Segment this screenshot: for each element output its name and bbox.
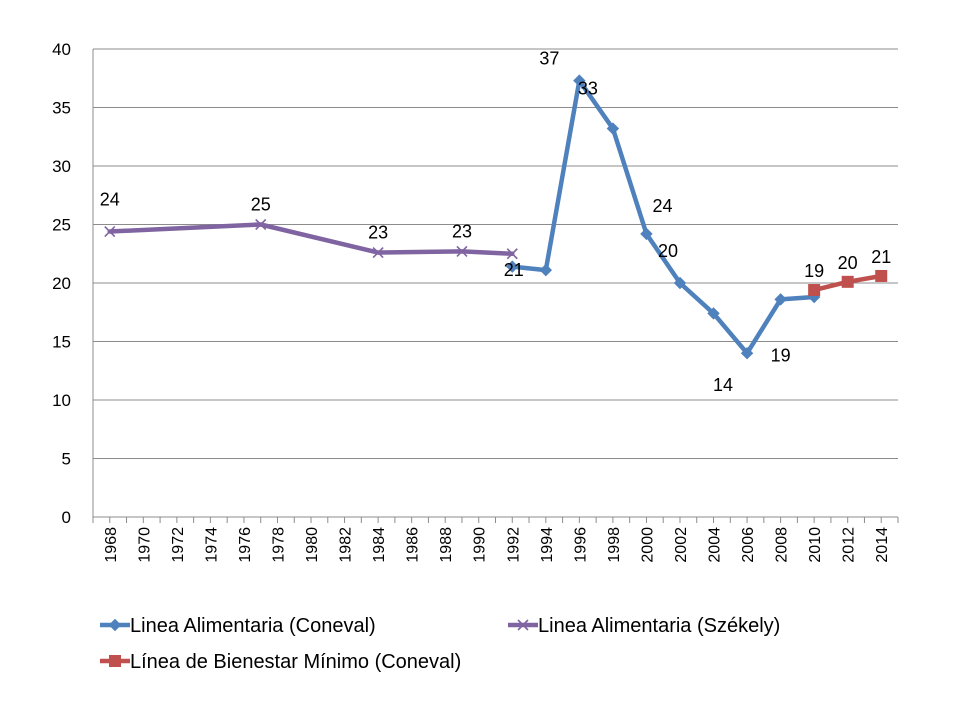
y-tick-label: 40 (52, 40, 71, 59)
x-tick-label: 1990 (472, 527, 489, 563)
x-tick-label: 1984 (371, 527, 388, 563)
x-tick-label: 1998 (606, 527, 623, 563)
x-marker (372, 247, 384, 259)
x-tick-label: 2000 (639, 527, 656, 563)
diamond-marker (740, 346, 754, 360)
data-label: 33 (578, 79, 598, 99)
data-label: 21 (871, 247, 891, 267)
x-marker (506, 248, 518, 260)
y-tick-label: 35 (52, 99, 71, 118)
x-tick-label: 2004 (707, 527, 724, 563)
legend-item: Línea de Bienestar Mínimo (Coneval) (100, 651, 461, 673)
x-marker (517, 619, 529, 631)
x-tick-label: 1988 (438, 527, 455, 563)
data-label: 24 (100, 190, 120, 210)
data-label: 25 (251, 195, 271, 215)
x-tick-label: 2012 (841, 527, 858, 563)
diamond-marker (707, 307, 720, 320)
data-label: 37 (539, 49, 559, 69)
data-label: 23 (452, 221, 472, 241)
y-tick-label: 20 (52, 274, 71, 293)
y-tick-label: 10 (52, 391, 71, 410)
x-tick-label: 2006 (740, 527, 757, 563)
x-tick-label: 2010 (807, 527, 824, 563)
square-marker (841, 275, 854, 288)
x-tick-label: 1986 (405, 527, 422, 563)
legend-item: Linea Alimentaria (Székely) (508, 615, 780, 637)
data-label: 14 (713, 375, 733, 395)
diamond-marker (539, 263, 553, 277)
y-tick-label: 0 (62, 508, 71, 527)
data-labels: 21 37 33 24 20 14 19 24 25 23 23 19 20 21 (100, 49, 891, 396)
y-tick-label: 25 (52, 216, 71, 235)
x-tick-label: 2014 (874, 527, 891, 563)
legend: Linea Alimentaria (Coneval) Linea Aliment… (100, 615, 780, 673)
data-label: 20 (838, 253, 858, 273)
x-tick-label: 1980 (304, 527, 321, 563)
diamond-marker (108, 618, 122, 632)
data-label: 20 (658, 241, 678, 261)
square-marker (875, 269, 888, 282)
legend-item: Linea Alimentaria (Coneval) (100, 615, 376, 637)
data-label: 23 (368, 223, 388, 243)
data-label: 24 (652, 196, 672, 216)
x-tick-label: 1972 (170, 527, 187, 563)
x-tick-label: 1982 (338, 527, 355, 563)
legend-label: Linea Alimentaria (Székely) (538, 615, 780, 637)
diamond-marker (673, 276, 687, 290)
x-tick-label: 1968 (103, 527, 120, 563)
diamond-marker (573, 74, 586, 87)
y-tick-label: 5 (62, 450, 71, 469)
data-label: 21 (504, 260, 524, 280)
x-marker (456, 245, 468, 257)
y-tick-label: 15 (52, 333, 71, 352)
x-tick-label: 1976 (237, 527, 254, 563)
x-marker (104, 225, 116, 238)
axes: 0 5 10 15 20 25 30 35 40 1968 1970 1972 1974 1976 1978… (52, 40, 899, 563)
x-marker (255, 218, 267, 231)
x-tick-label: 1992 (505, 527, 522, 563)
x-tick-label: 1996 (572, 527, 589, 563)
series-line (510, 78, 817, 356)
x-tick-label: 1970 (136, 527, 153, 563)
series-1 (104, 218, 518, 260)
series-2 (808, 269, 888, 297)
data-label: 19 (771, 345, 791, 365)
diamond-marker (640, 227, 653, 241)
legend-label: Línea de Bienestar Mínimo (Coneval) (130, 651, 461, 673)
gridlines (93, 48, 898, 518)
square-marker (808, 284, 821, 297)
x-tick-label: 2008 (774, 527, 791, 563)
x-tick-label: 1974 (203, 527, 220, 563)
x-tick-label: 2002 (673, 527, 690, 563)
legend-label: Linea Alimentaria (Coneval) (130, 615, 376, 637)
x-tick-label: 1994 (539, 527, 556, 563)
series-0 (506, 74, 821, 360)
diamond-marker (606, 122, 620, 135)
diamond-marker (506, 260, 519, 273)
y-tick-label: 30 (52, 157, 71, 176)
x-tick-label: 1978 (270, 527, 287, 563)
data-label: 19 (804, 261, 824, 281)
series-group (104, 74, 888, 360)
diamond-marker (774, 293, 787, 306)
square-marker (109, 655, 121, 667)
